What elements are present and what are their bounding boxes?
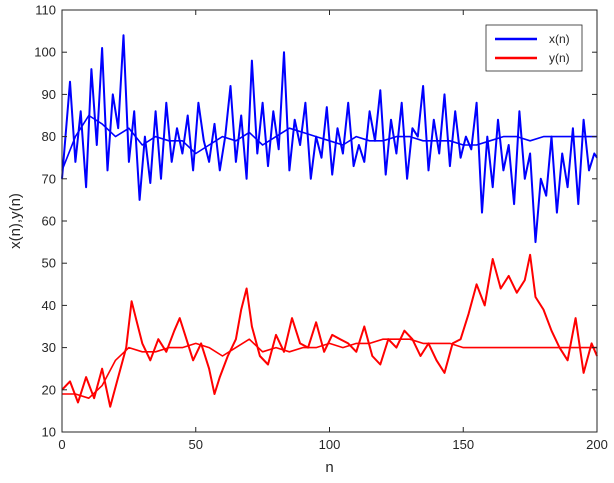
x-tick-label: 50 [189, 437, 203, 452]
y-tick-label: 60 [42, 214, 56, 229]
plot-background [62, 10, 597, 432]
y-tick-label: 10 [42, 425, 56, 440]
plot-area [61, 9, 598, 433]
x-axis-title: n [325, 459, 333, 476]
y-tick-label: 50 [42, 256, 56, 271]
x-tick-label: 150 [452, 437, 474, 452]
x-axis: 0 50 100 150 200 [58, 10, 608, 452]
x-tick-label: 100 [319, 437, 341, 452]
y-tick-label: 90 [42, 87, 56, 102]
legend-box [485, 24, 583, 72]
y-axis: 10 20 30 40 50 60 70 80 90 100 110 [34, 3, 597, 440]
y-tick-label: 30 [42, 340, 56, 355]
y-tick-label: 40 [42, 298, 56, 313]
x-tick-label: 0 [58, 437, 65, 452]
legend-label-x: x(n) [549, 32, 570, 46]
series-line-2 [61, 253, 598, 408]
series-layer [61, 34, 598, 408]
y-tick-label: 20 [42, 382, 56, 397]
y-tick-label: 70 [42, 171, 56, 186]
y-axis-title: x(n),y(n) [7, 193, 24, 249]
y-tick-label: 100 [34, 45, 56, 60]
legend-label-y: y(n) [549, 51, 570, 65]
series-line-3 [62, 338, 597, 400]
y-tick-label: 110 [35, 3, 56, 18]
series-line-0 [61, 34, 598, 244]
legend: x(n) y(n) [485, 24, 583, 72]
x-tick-label: 200 [586, 437, 608, 452]
series-line-1 [61, 114, 597, 171]
y-tick-label: 80 [42, 129, 56, 144]
